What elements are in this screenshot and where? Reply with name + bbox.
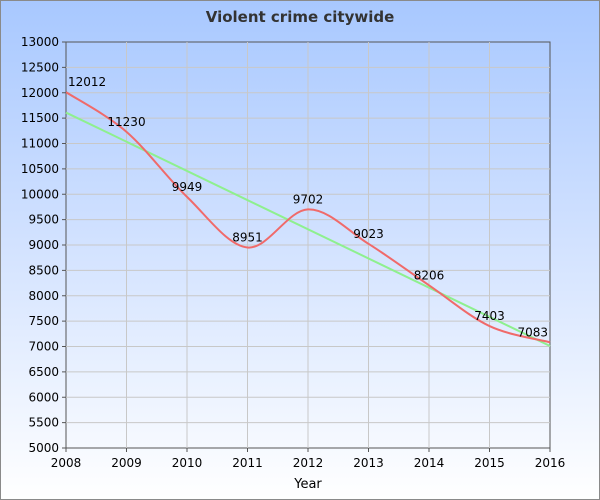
data-label: 7403 (474, 309, 505, 323)
y-tick-label: 10500 (21, 162, 59, 176)
y-tick-label: 9000 (28, 238, 59, 252)
data-label: 9702 (293, 192, 324, 206)
y-tick-label: 5500 (28, 416, 59, 430)
chart-title: Violent crime citywide (205, 8, 395, 26)
x-tick-label: 2010 (172, 456, 203, 470)
x-tick-label: 2008 (51, 456, 82, 470)
y-tick-label: 11000 (21, 137, 59, 151)
series-line (65, 91, 551, 344)
x-tick-label: 2009 (111, 456, 142, 470)
x-tick-label: 2012 (293, 456, 324, 470)
data-label: 12012 (68, 75, 106, 89)
x-axis-ticks: 2008 2009 2010 2011 2012 2013 2014 2015 2016 (51, 448, 566, 470)
data-label: 9023 (353, 227, 384, 241)
x-tick-label: 2011 (232, 456, 263, 470)
data-label: 7083 (517, 325, 548, 339)
data-label: 11230 (107, 115, 145, 129)
y-tick-label: 8000 (28, 289, 59, 303)
y-tick-label: 5000 (28, 441, 59, 455)
x-tick-label: 2016 (535, 456, 566, 470)
y-tick-label: 9500 (28, 213, 59, 227)
data-label: 8951 (232, 230, 263, 244)
x-tick-label: 2015 (474, 456, 505, 470)
grid-lines (66, 42, 550, 448)
data-label: 9949 (172, 180, 203, 194)
y-tick-label: 6000 (28, 390, 59, 404)
series-lines (65, 91, 551, 347)
y-tick-label: 13000 (21, 35, 59, 49)
y-tick-label: 8500 (28, 263, 59, 277)
y-tick-label: 12500 (21, 60, 59, 74)
data-labels: 12012 11230 9949 8951 9702 9023 8206 7403 7083 (68, 75, 548, 339)
y-tick-label: 11500 (21, 111, 59, 125)
y-tick-label: 10000 (21, 187, 59, 201)
y-tick-label: 6500 (28, 365, 59, 379)
x-axis-label: Year (293, 477, 322, 492)
y-tick-label: 7000 (28, 340, 59, 354)
y-tick-label: 12000 (21, 86, 59, 100)
data-label: 8206 (414, 268, 445, 282)
y-tick-label: 7500 (28, 314, 59, 328)
x-tick-label: 2013 (353, 456, 384, 470)
x-tick-label: 2014 (414, 456, 445, 470)
y-axis-ticks: 5000 5500 6000 6500 7000 7500 8000 8500 9000 9500… (21, 35, 66, 455)
